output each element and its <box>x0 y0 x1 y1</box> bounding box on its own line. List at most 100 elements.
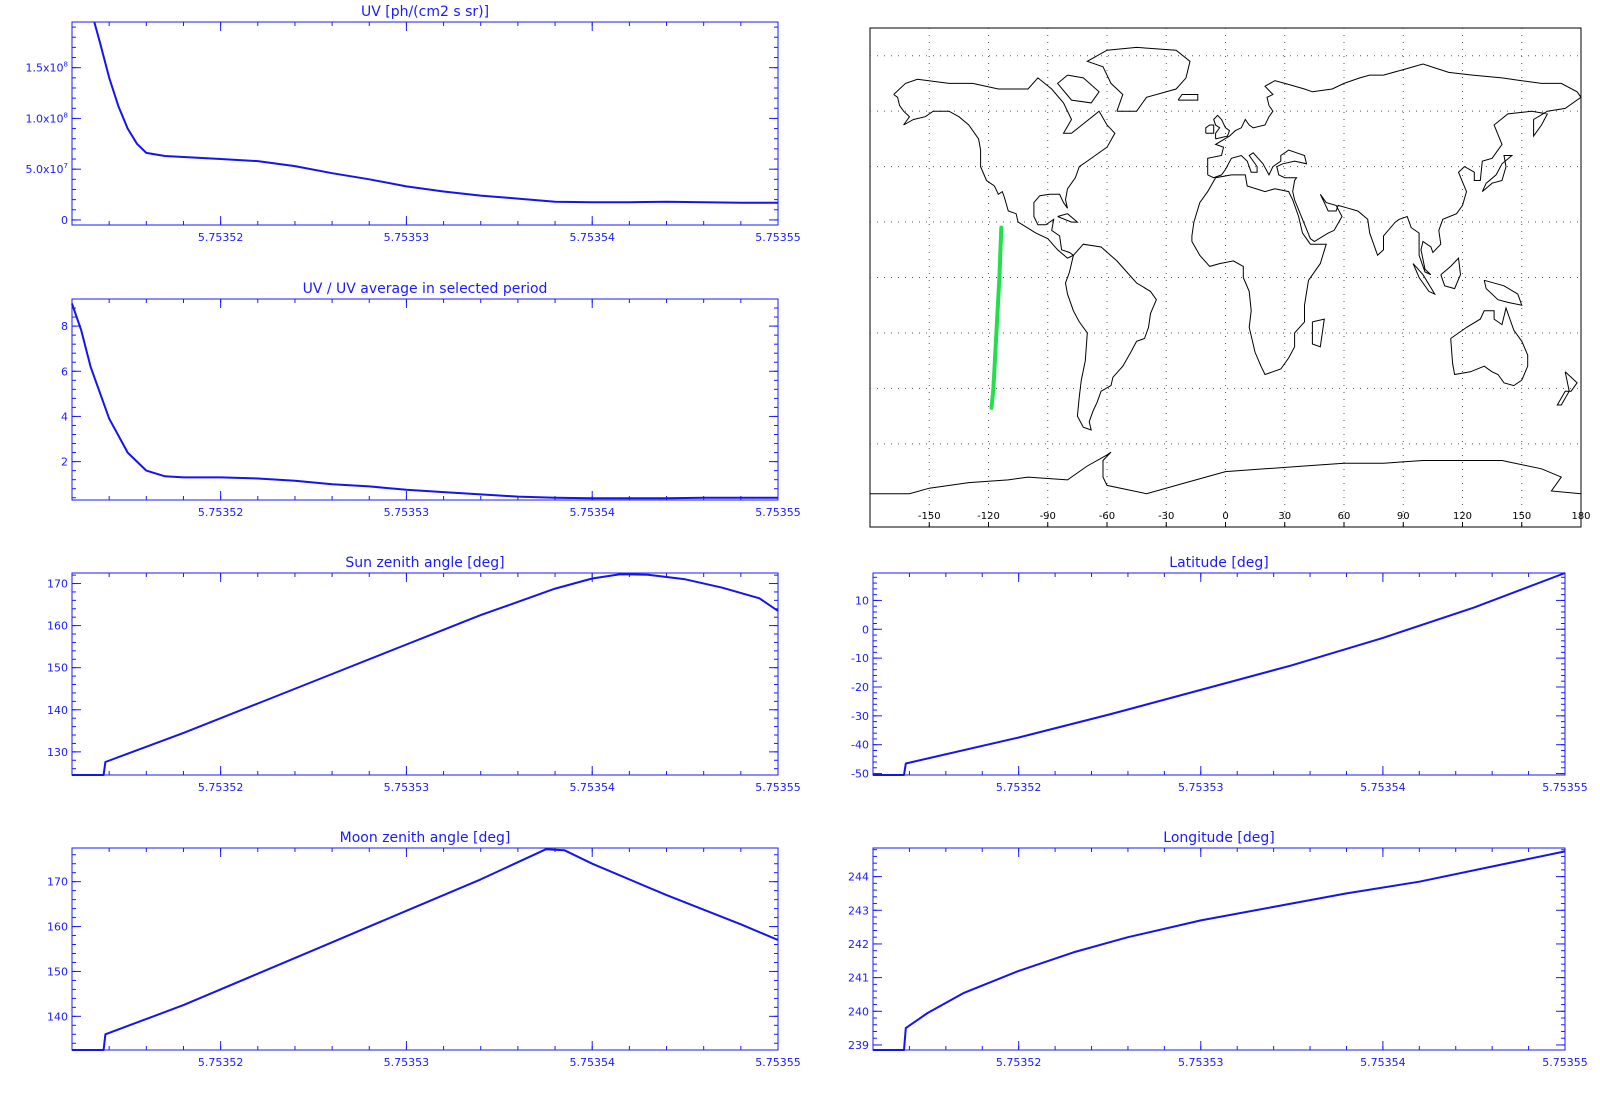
x-tick-label: 5.75354 <box>569 231 615 244</box>
x-tick-label: 5.75354 <box>569 506 615 519</box>
series-line-sza <box>72 573 779 776</box>
y-tick-label: 160 <box>47 620 68 633</box>
chart-title: Moon zenith angle [deg] <box>340 830 511 846</box>
y-tick-label-base: 243 <box>848 904 869 917</box>
y-tick-label-exponent: 8 <box>64 61 68 69</box>
y-tick-label-base: 4 <box>61 410 68 423</box>
y-tick-label: 170 <box>47 876 68 889</box>
map-x-tick-label: -30 <box>1158 511 1174 522</box>
y-tick-label-base: 130 <box>47 746 68 759</box>
series-line-lat <box>873 572 1566 776</box>
antarctica-coastline <box>870 451 1582 495</box>
borneo-coastline <box>1440 256 1462 290</box>
iceland-coastline <box>1177 94 1199 101</box>
y-tick-label: -10 <box>851 652 869 665</box>
y-tick-label: 140 <box>47 1010 68 1023</box>
y-tick-label: 1.5x108 <box>26 61 68 75</box>
new-guinea-coastline <box>1483 279 1523 306</box>
plot-frame <box>71 298 779 501</box>
x-tick-label: 5.75353 <box>1178 781 1224 794</box>
map-x-tick-label: -60 <box>1099 511 1115 522</box>
baffin-coastline <box>1056 74 1100 104</box>
y-tick-label: 5.0x107 <box>26 162 68 176</box>
map-x-tick-label: -150 <box>918 511 941 522</box>
y-tick-label: 244 <box>848 871 869 884</box>
chart-title: UV / UV average in selected period <box>303 281 548 297</box>
y-tick-label: 2 <box>61 456 68 469</box>
x-tick-label: 5.75352 <box>996 1056 1042 1069</box>
y-tick-label-base: 160 <box>47 921 68 934</box>
map-x-tick-label: 60 <box>1338 511 1351 522</box>
africa-coastline <box>1191 174 1327 376</box>
x-tick-label: 5.75355 <box>755 231 801 244</box>
japan-coastline <box>1481 155 1514 192</box>
y-tick-label-base: 8 <box>61 320 68 333</box>
y-tick-label-base: 239 <box>848 1039 869 1052</box>
y-tick-label: -40 <box>851 739 869 752</box>
y-tick-label: 130 <box>47 746 68 759</box>
y-tick-label: 150 <box>47 965 68 978</box>
y-tick-label: 4 <box>61 410 68 423</box>
y-tick-label-base: 10 <box>855 594 869 607</box>
chart-panel-sza: Sun zenith angle [deg] 5.75352 5.75353 5.75… <box>47 555 801 794</box>
chart-panel-uv: UV [ph/(cm2 s sr)] 5.75352 5.75353 5.75354 5… <box>26 4 801 244</box>
x-tick-label: 5.75355 <box>755 506 801 519</box>
y-tick-label-base: 6 <box>61 365 68 378</box>
madagascar-coastline <box>1311 318 1325 348</box>
y-tick-label: 8 <box>61 320 68 333</box>
y-tick-label-base: 0 <box>61 214 68 227</box>
y-tick-label-base: 1.5x10 <box>26 62 64 75</box>
x-tick-label: 5.75353 <box>384 231 430 244</box>
map-x-tick-label: 120 <box>1453 511 1472 522</box>
y-tick-label-base: -40 <box>851 739 869 752</box>
y-tick-label: 140 <box>47 704 68 717</box>
y-tick-label-base: -30 <box>851 710 869 723</box>
chart-panel-lat: Latitude [deg] 5.75352 5.75353 5.75354 5.753… <box>851 555 1588 794</box>
y-tick-label: 0 <box>61 214 68 227</box>
new-zealand-coastline <box>1556 371 1578 406</box>
x-tick-label: 5.75354 <box>569 1056 615 1069</box>
y-tick-label: 242 <box>848 938 869 951</box>
britain-coastline <box>1213 114 1231 140</box>
y-tick-label-base: 244 <box>848 871 869 884</box>
plot-frame <box>872 847 1566 1051</box>
y-tick-label-base: 150 <box>47 662 68 675</box>
australia-coastline <box>1450 306 1529 387</box>
map-x-tick-label: 150 <box>1512 511 1531 522</box>
y-tick-label-base: 241 <box>848 972 869 985</box>
world-map-panel: -150 -120 -90 -60 -30 0 30 60 90 120 150 180 <box>869 27 1591 528</box>
x-tick-label: 5.75353 <box>384 1056 430 1069</box>
y-tick-label: -50 <box>851 768 869 781</box>
x-tick-label: 5.75354 <box>1360 1056 1406 1069</box>
map-frame <box>869 27 1582 528</box>
x-tick-label: 5.75353 <box>384 781 430 794</box>
x-tick-label: 5.75353 <box>1178 1056 1224 1069</box>
chart-panel-uvratio: UV / UV average in selected period 5.7535… <box>61 281 801 519</box>
chart-panel-mza: Moon zenith angle [deg] 5.75352 5.75353 5.7… <box>47 830 801 1069</box>
x-tick-label: 5.75352 <box>996 781 1042 794</box>
x-tick-label: 5.75352 <box>198 231 244 244</box>
y-tick-label: 10 <box>855 594 869 607</box>
y-tick-label-base: 150 <box>47 965 68 978</box>
plot-frame <box>872 572 1566 776</box>
series-line-lon <box>873 850 1566 1051</box>
map-x-tick-label: -120 <box>977 511 1000 522</box>
y-tick-label: 6 <box>61 365 68 378</box>
sumatra-coastline <box>1412 263 1437 296</box>
y-tick-label-base: 2 <box>61 456 68 469</box>
plot-frame <box>71 847 779 1051</box>
x-tick-label: 5.75354 <box>569 781 615 794</box>
y-tick-label-base: -20 <box>851 681 869 694</box>
map-x-tick-label: 90 <box>1397 511 1410 522</box>
y-tick-label-base: 0 <box>862 623 869 636</box>
y-tick-label-base: -10 <box>851 652 869 665</box>
y-tick-label-base: 242 <box>848 938 869 951</box>
chart-title: Latitude [deg] <box>1169 555 1268 571</box>
chart-title: Sun zenith angle [deg] <box>345 555 504 571</box>
chart-title: Longitude [deg] <box>1163 830 1274 846</box>
y-tick-label-exponent: 8 <box>64 111 68 119</box>
y-tick-label: -30 <box>851 710 869 723</box>
x-tick-label: 5.75355 <box>1542 781 1588 794</box>
x-tick-label: 5.75355 <box>755 781 801 794</box>
